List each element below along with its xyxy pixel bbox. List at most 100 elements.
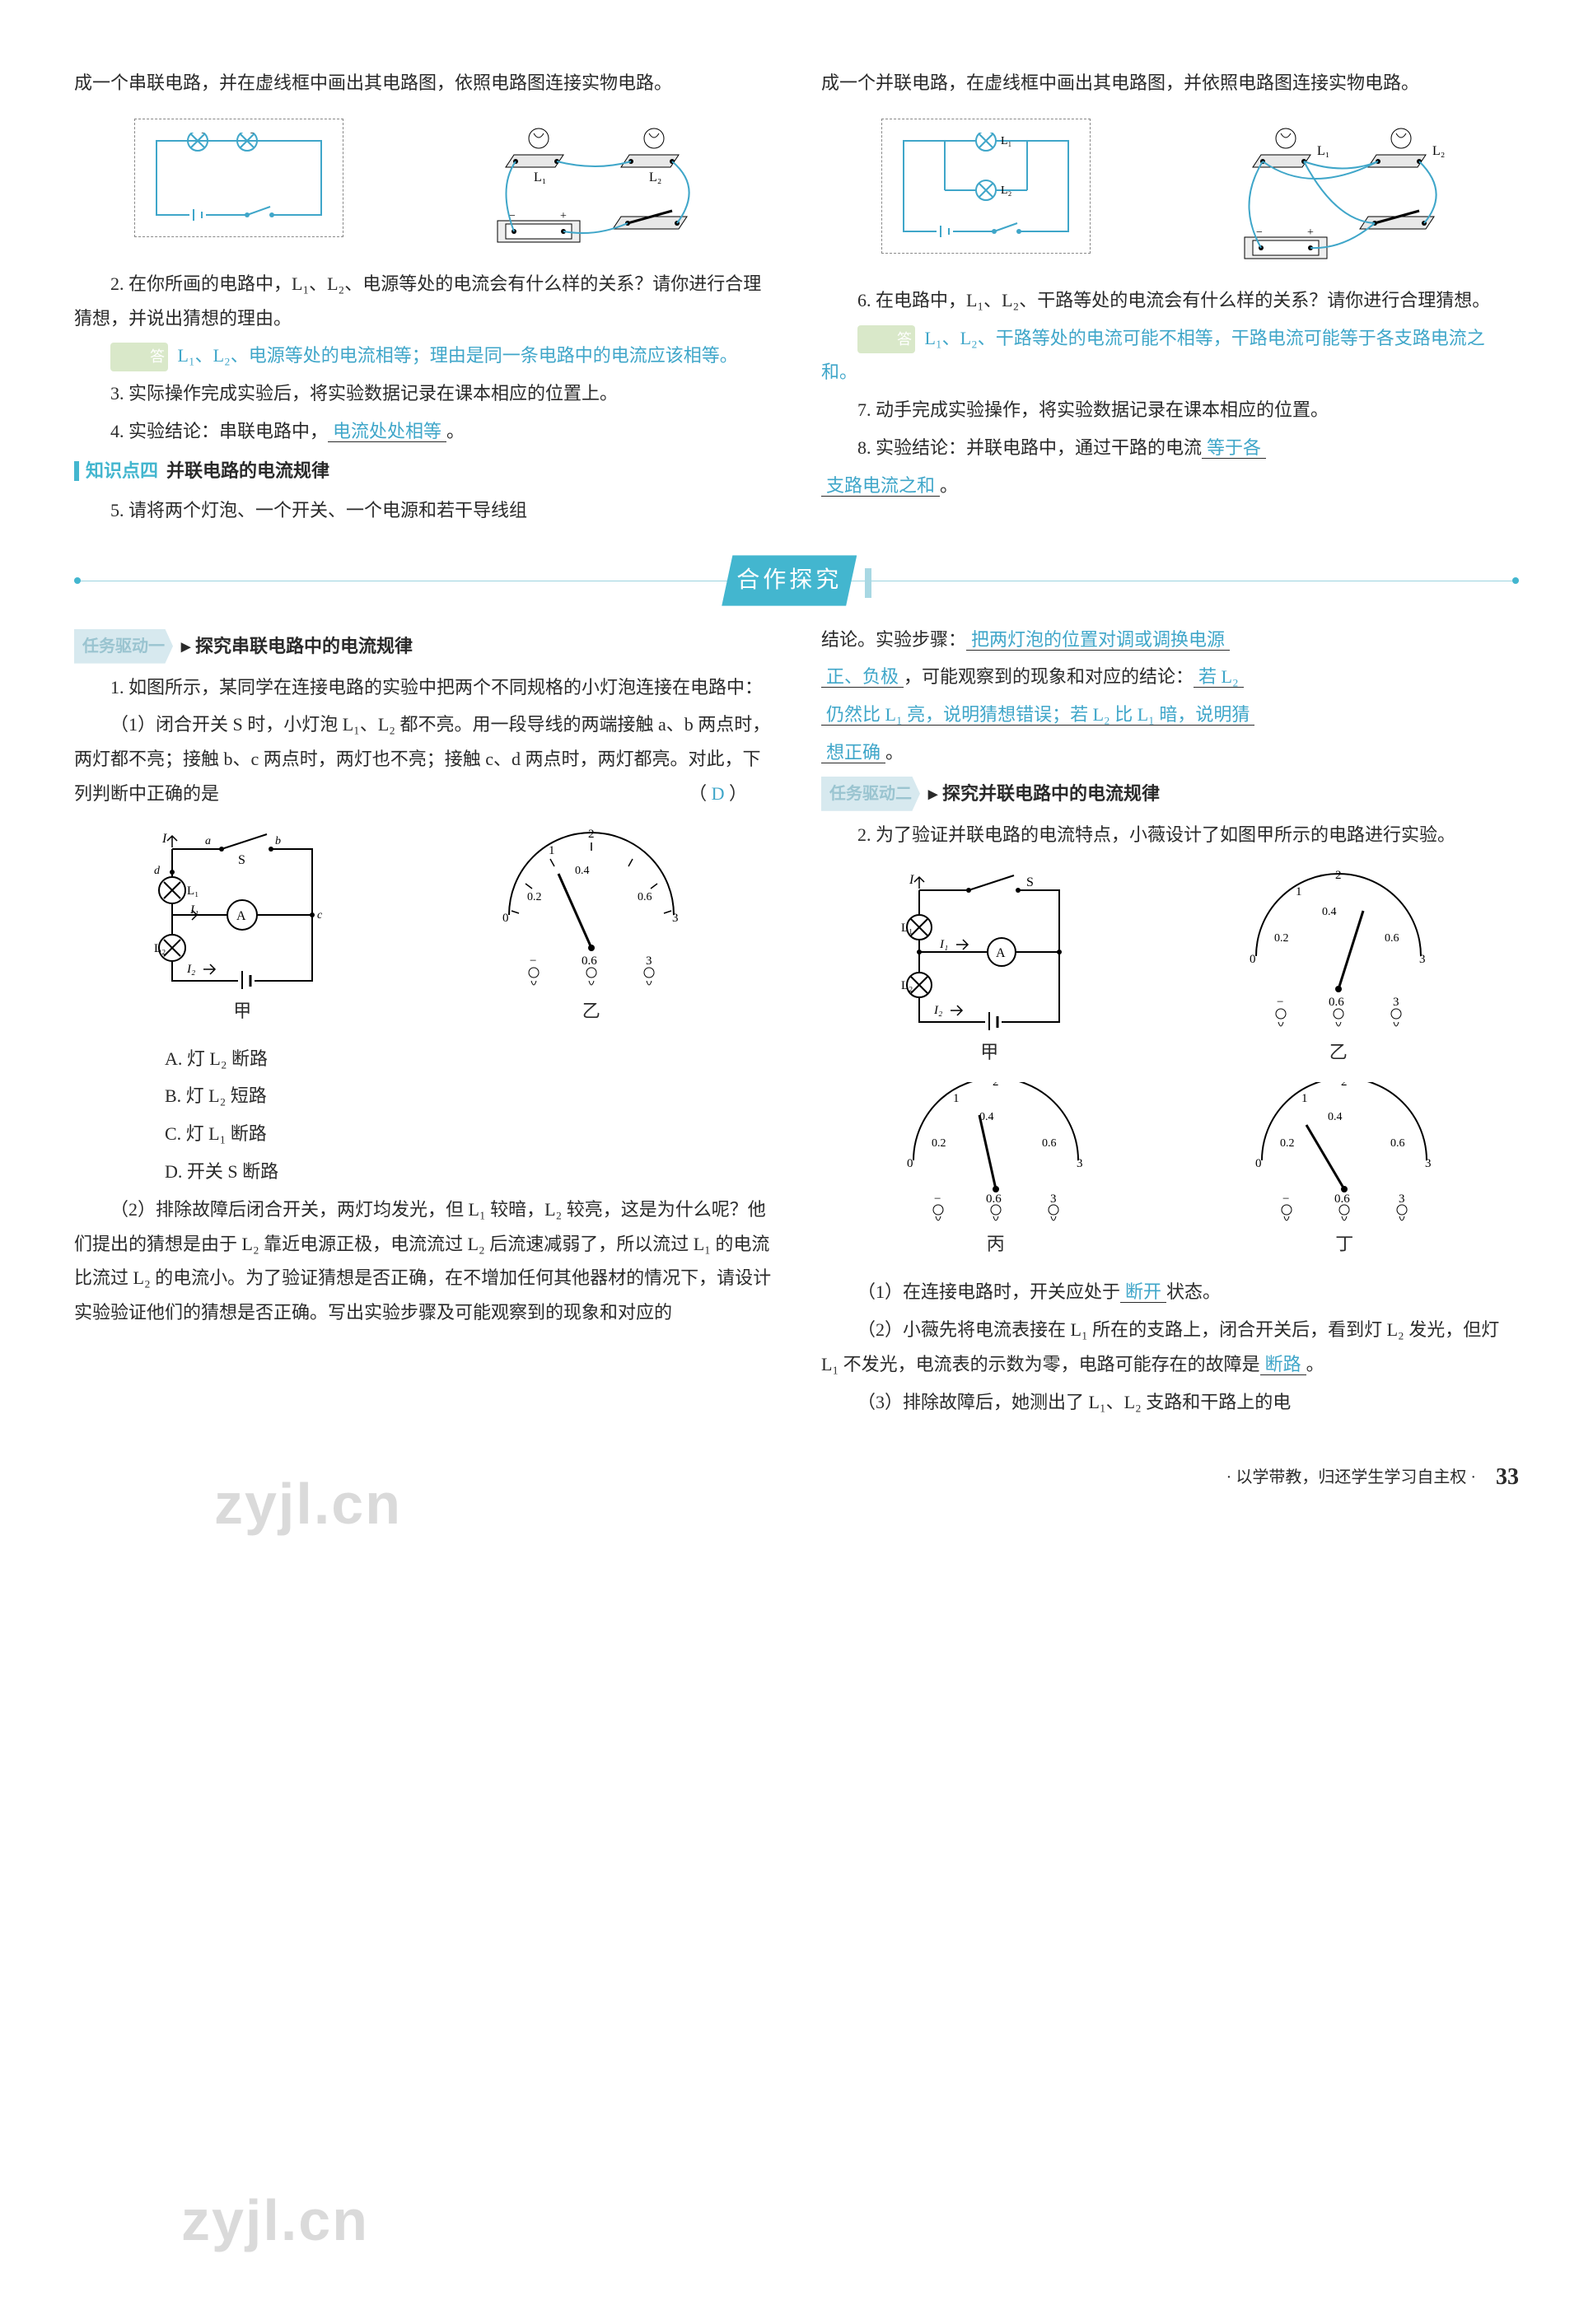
lbl-c: c [317, 909, 323, 922]
choice-A: A. 灯 L₂ 断路 [165, 1042, 772, 1076]
physical-series-svg: L₁ L₂ [465, 114, 712, 254]
schematic-parallel-box: L₁ L₂ [881, 119, 1091, 265]
k-title: 并联电路的电流规律 [166, 454, 329, 488]
cap-bing: 丙 [889, 1227, 1103, 1262]
bottom-left-col: 任务驱动一 ▸ 探究串联电路中的电流规律 1. 如图所示，某同学在连接电路的实验… [74, 623, 772, 1423]
page-number: 33 [1496, 1455, 1519, 1499]
knowledge-header: 知识点四 并联电路的电流规律 [74, 454, 772, 488]
fig-row-right: L₁ L₂ [821, 114, 1519, 270]
am-top-2: 2 [588, 828, 595, 841]
page-footer: · 以学带教，归还学生学习自主权 · 33 [74, 1455, 1519, 1499]
fig-row-q1: I a S b L₁ d [74, 824, 772, 1029]
footer-motto: · 以学带教，归还学生学习自主权 · [1226, 1462, 1476, 1493]
lbl2-I2: I₂ [933, 1004, 942, 1017]
cont-fill3: 若 L₂ [1194, 666, 1244, 688]
lbl-L1: L₁ [187, 884, 199, 898]
cont-c: 。 [885, 742, 904, 763]
cap-jia2: 甲 [895, 1035, 1084, 1070]
batt2-minus: − [1256, 226, 1263, 239]
am2-06: 0.6 [1385, 932, 1399, 945]
cont-fill5: 想正确 [821, 742, 885, 763]
task-header-2: 任务驱动二 ▸ 探究并联电路中的电流规律 [821, 777, 1519, 811]
cont-a: 结论。实验步骤： [821, 629, 966, 650]
lbl-b: b [275, 835, 281, 847]
cont-l4: 想正确。 [821, 735, 1519, 770]
lbl-a: a [205, 835, 211, 847]
lbl2-I: I [909, 873, 914, 887]
q1-2: （2）排除故障后闭合开关，两灯均发光，但 L₁ 较暗，L₂ 较亮，这是为什么呢？… [74, 1192, 772, 1330]
physical-parallel-svg: L₁ L₂ [1212, 114, 1459, 270]
schem-L2: L₂ [243, 133, 255, 134]
phys-L1: L₁ [534, 170, 546, 184]
task-badge-1: 任务驱动一 [74, 629, 173, 664]
cont-b: ，可能观察到的现象和对应的结论： [904, 666, 1194, 687]
q3: 3. 实际操作完成实验后，将实验数据记录在课本相应的位置上。 [74, 376, 772, 411]
am-top-3: 3 [672, 912, 679, 925]
q4: 4. 实验结论：串联电路中，电流处处相等。 [74, 414, 772, 449]
q2-intro: 2. 为了验证并联电路的电流特点，小薇设计了如图甲所示的电路进行实验。 [821, 818, 1519, 852]
q4a: 4. 实验结论：串联电路中， [110, 421, 328, 441]
cap-yi2: 乙 [1231, 1035, 1446, 1070]
am4-0: 0 [1255, 1157, 1262, 1170]
lbl-L2: L₂ [154, 942, 166, 955]
am-term-06: 0.6 [582, 954, 597, 968]
q2-3: （3）排除故障后，她测出了 L₁、L₂ 支路和干路上的电 [821, 1385, 1519, 1420]
top-left-col: 成一个串联电路，并在虚线框中画出其电路图，依照电路图连接实物电路。 L₁ L₂ [74, 66, 772, 530]
lbl-I: I [161, 832, 167, 846]
ammeter-yi-box: 0 1 2 3 0.2 0.4 0.6 − 0.6 3 乙 [484, 824, 698, 1029]
ans-label-icon-2: 答 [857, 325, 915, 353]
am3-06: 0.6 [1042, 1137, 1057, 1150]
ammeter-bing-box: 0 1 2 3 0.2 0.4 0.6 − 0.6 3 丙 [889, 1082, 1103, 1262]
fig-row-q2a: I S L₁ I₁ [821, 866, 1519, 1070]
am4-t06: 0.6 [1334, 1192, 1350, 1206]
am2-t3: 3 [1393, 996, 1399, 1009]
am-top-0: 0 [502, 912, 509, 925]
circuit-jia2-box: I S L₁ I₁ [895, 866, 1084, 1070]
lbl2-I1: I₁ [939, 938, 948, 951]
q4-fill: 电流处处相等 [328, 421, 446, 442]
q8a: 8. 实验结论：并联电路中，通过干路的电流 [857, 437, 1202, 458]
schematic-series-dashed: L₁ L₂ [134, 119, 343, 237]
cap-ding: 丁 [1237, 1227, 1451, 1262]
am-bot-04: 0.4 [575, 865, 590, 877]
ammeter-ding-box: 0 1 2 3 0.2 0.4 0.6 − 0.6 3 丁 [1237, 1082, 1451, 1262]
q5: 5. 请将两个灯泡、一个开关、一个电源和若干导线组 [74, 493, 772, 528]
schematic-series-box: L₁ L₂ [134, 119, 343, 249]
p-top-right-0: 成一个并联电路，在虚线框中画出其电路图，并依照电路图连接实物电路。 [821, 66, 1519, 100]
q2-2b: 。 [1306, 1354, 1324, 1374]
choice-block: A. 灯 L₂ 断路 B. 灯 L₂ 短路 C. 灯 L₁ 断路 D. 开关 S… [165, 1042, 772, 1189]
q2-1b: 状态。 [1166, 1281, 1221, 1302]
am3-2: 2 [993, 1082, 999, 1089]
am4-minus: − [1282, 1192, 1289, 1206]
am4-02: 0.2 [1280, 1137, 1295, 1150]
fig-row-q2b: 0 1 2 3 0.2 0.4 0.6 − 0.6 3 丙 [821, 1082, 1519, 1262]
choice-D: D. 开关 S 断路 [165, 1155, 772, 1189]
am3-t3: 3 [1050, 1192, 1057, 1206]
am-bot-02: 0.2 [527, 891, 542, 903]
par-L1: L₁ [1001, 135, 1011, 147]
top-columns: 成一个串联电路，并在虚线框中画出其电路图，依照电路图连接实物电路。 L₁ L₂ [74, 66, 1519, 530]
q2-1a: （1）在连接电路时，开关应处于 [857, 1281, 1120, 1302]
q2-1-fill: 断开 [1120, 1281, 1166, 1303]
phys2-L1: L₁ [1317, 144, 1329, 158]
am-term-3: 3 [646, 954, 652, 968]
cap-yi: 乙 [484, 994, 698, 1029]
q2: 2. 在你所画的电路中，L₁、L₂、电源等处的电流会有什么样的关系？请你进行合理… [74, 267, 772, 336]
physical-parallel-box: L₁ L₂ [1212, 114, 1459, 270]
cont: 结论。实验步骤：把两灯泡的位置对调或调换电源 [821, 623, 1519, 657]
am3-1: 1 [953, 1092, 960, 1105]
choice-B: B. 灯 L₂ 短路 [165, 1079, 772, 1113]
physical-series-box: L₁ L₂ [465, 114, 712, 254]
schematic-parallel-dashed: L₁ L₂ [881, 119, 1091, 254]
q2-2a: （2）小薇先将电流表接在 L₁ 所在的支路上，闭合开关后，看到灯 L₂ 发光，但… [821, 1319, 1499, 1374]
task-arrow-icon-1: ▸ [181, 629, 190, 664]
ans6-text: L₁、L₂、干路等处的电流可能不相等，干路电流可能等于各支路电流之和。 [821, 328, 1485, 383]
schematic-parallel-svg: L₁ L₂ [895, 133, 1077, 240]
cont-fill4: 仍然比 L₁ 亮，说明猜想错误；若 L₂ 比 L₁ 暗，说明猜 [821, 704, 1254, 726]
q8: 8. 实验结论：并联电路中，通过干路的电流等于各 [821, 431, 1519, 465]
lbl2-A: A [996, 946, 1006, 960]
q1-1: （1）闭合开关 S 时，小灯泡 L₁、L₂ 都不亮。用一段导线的两端接触 a、b… [74, 707, 772, 810]
cap-jia: 甲 [147, 994, 337, 1029]
q8-fill2: 支路电流之和 [821, 475, 940, 497]
banner-bar-icon [865, 568, 871, 598]
